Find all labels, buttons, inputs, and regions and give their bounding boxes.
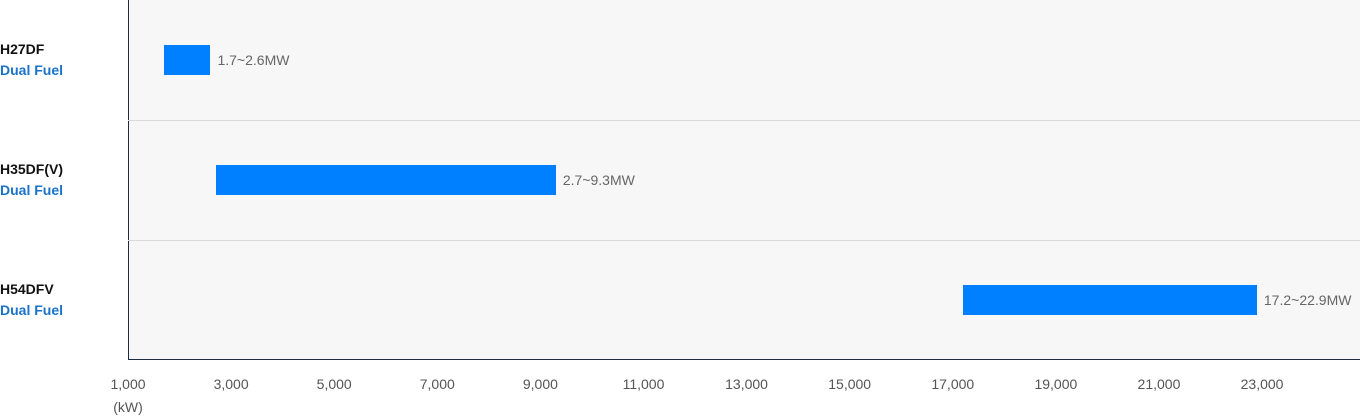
x-tick-label: 5,000 — [316, 376, 352, 392]
row-divider — [128, 240, 1360, 241]
x-tick-label: 15,000 — [828, 376, 872, 392]
x-tick-label: 21,000 — [1137, 376, 1181, 392]
x-tick-label: 9,000 — [522, 376, 558, 392]
x-tick-label: 17,000 — [931, 376, 975, 392]
x-tick-label: 11,000 — [622, 376, 665, 392]
bar-data-label: 1.7~2.6MW — [217, 52, 290, 68]
x-tick-label: 1,000 — [110, 376, 146, 392]
row-divider — [128, 120, 1360, 121]
x-tick-label: 19,000 — [1034, 376, 1078, 392]
x-tick-label: 3,000 — [213, 376, 249, 392]
range-bar — [963, 285, 1257, 315]
bar-data-label: 17.2~22.9MW — [1263, 292, 1352, 308]
fuel-type: Dual Fuel — [0, 182, 64, 198]
category-label: H27DF Dual Fuel — [0, 39, 120, 81]
range-bar — [164, 45, 211, 75]
category-label: H54DFV Dual Fuel — [0, 279, 120, 321]
model-name: H54DFV — [0, 281, 54, 297]
x-tick-label: 23,000 — [1240, 376, 1284, 392]
range-bar — [215, 165, 556, 195]
x-tick-label: 13,000 — [725, 376, 768, 392]
model-name: H27DF — [0, 41, 45, 57]
fuel-type: Dual Fuel — [0, 62, 64, 78]
bar-data-label: 2.7~9.3MW — [562, 172, 635, 188]
fuel-type: Dual Fuel — [0, 302, 64, 318]
category-label: H35DF(V) Dual Fuel — [0, 159, 120, 201]
x-tick-label: 7,000 — [419, 376, 455, 392]
x-axis-unit: (kW) — [113, 399, 143, 415]
model-name: H35DF(V) — [0, 161, 64, 177]
